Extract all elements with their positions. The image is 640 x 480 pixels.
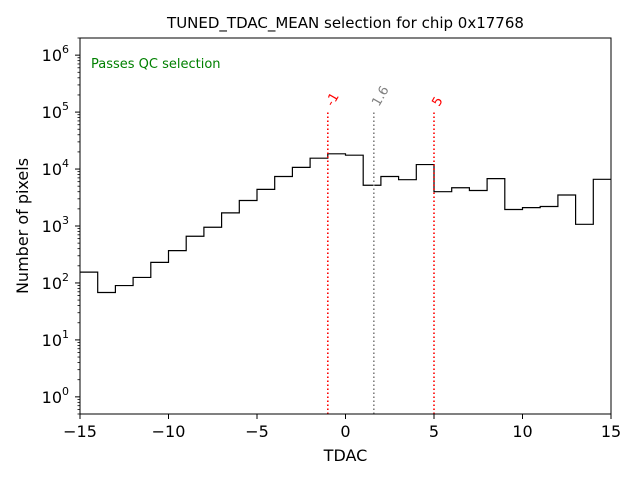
histogram-bin [469,191,487,414]
histogram-bin [523,208,541,414]
y-tick-label: 106 [42,43,69,65]
histogram-bin [169,251,187,414]
histogram-bin [133,277,151,414]
y-tick-label: 101 [42,328,69,350]
histogram-bin [558,195,576,414]
histogram-bin [576,224,594,414]
histogram-bin [399,180,417,414]
y-tick-label: 104 [42,157,69,179]
x-tick-label: 0 [340,422,350,441]
x-axis-label: TDAC [323,446,368,465]
x-tick-label: 10 [512,422,532,441]
y-tick-label: 100 [42,385,69,407]
histogram-bin [381,176,399,414]
histogram-bin [434,192,452,414]
histogram-bin [540,206,558,414]
qc-annotation: Passes QC selection [91,57,221,72]
histogram-bin [151,262,169,414]
histogram-bin [346,155,364,414]
histogram-bin [416,165,434,414]
histogram-step-line [80,153,611,294]
histogram-bin [593,179,611,414]
x-tick-label: −5 [245,422,269,441]
y-axis-label: Number of pixels [13,158,32,294]
chart-title: TUNED_TDAC_MEAN selection for chip 0x177… [166,14,524,33]
histogram-bin [292,167,310,414]
histogram-bin [222,213,240,414]
x-tick-label: 5 [429,422,439,441]
y-tick-label: 103 [42,214,69,236]
x-tick-label: 15 [601,422,621,441]
histogram-bin [239,201,257,414]
axis-ticks: −15 −10 −5 0 5 10 15 100 101 102 103 104 105 106 [42,37,621,441]
histogram-bin [204,227,222,414]
histogram-bin [275,176,293,414]
histogram-bin [328,154,346,414]
histogram-bin [363,185,381,414]
histogram-bin [80,272,98,414]
x-tick-label: −15 [63,422,97,441]
histogram-bin [452,188,470,414]
y-tick-label: 105 [42,100,69,122]
histogram-bin [257,189,275,414]
histogram-bin [98,292,116,414]
y-tick-label: 102 [42,271,69,293]
histogram-bin [310,158,328,414]
histogram-bin [487,179,505,414]
histogram-bin [115,286,133,414]
histogram-bin [186,236,204,414]
histogram-bin [505,209,523,414]
x-tick-label: −10 [152,422,186,441]
